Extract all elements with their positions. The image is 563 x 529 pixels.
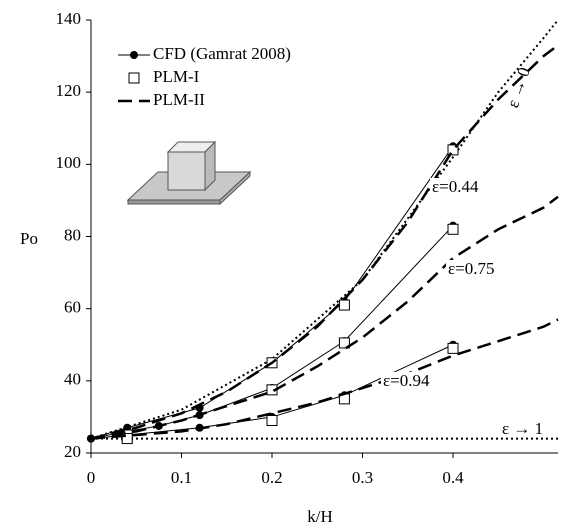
curve-label: ε → 1 xyxy=(502,419,543,438)
curve-label: ε → 0 xyxy=(503,65,534,110)
curve xyxy=(90,318,559,440)
curve-label: ε=0.94 xyxy=(383,371,430,390)
marker xyxy=(128,72,140,84)
marker xyxy=(338,299,350,311)
y-tick-label: 100 xyxy=(56,153,82,172)
curve xyxy=(90,44,559,440)
label-bg xyxy=(430,178,492,198)
marker xyxy=(447,144,459,156)
box-icon xyxy=(126,140,252,206)
y-tick-label: 40 xyxy=(64,370,81,389)
label-bg xyxy=(446,260,508,280)
marker xyxy=(266,415,278,427)
marker xyxy=(121,433,133,445)
legend-label: PLM-I xyxy=(153,67,200,86)
curve-label: ε=0.75 xyxy=(448,259,494,278)
y-tick-label: 120 xyxy=(56,81,82,100)
label-bg xyxy=(381,372,443,392)
curve-label: ε=0.44 xyxy=(432,177,479,196)
marker xyxy=(447,223,459,235)
marker xyxy=(130,51,138,59)
x-axis-label: k/H xyxy=(307,507,333,526)
marker xyxy=(447,342,459,354)
marker xyxy=(338,337,350,349)
x-tick-label: 0.2 xyxy=(261,468,282,487)
curve xyxy=(90,19,559,440)
curve xyxy=(90,225,454,440)
y-tick-label: 20 xyxy=(64,442,81,461)
x-tick-label: 0.3 xyxy=(352,468,373,487)
legend-label: PLM-II xyxy=(153,90,205,109)
x-tick-label: 0.4 xyxy=(442,468,464,487)
y-tick-label: 60 xyxy=(64,298,81,317)
y-tick-label: 80 xyxy=(64,225,81,244)
curve xyxy=(90,195,559,440)
x-tick-label: 0 xyxy=(87,468,96,487)
legend-label: CFD (Gamrat 2008) xyxy=(153,44,291,63)
y-axis-label: Po xyxy=(20,229,38,248)
y-tick-label: 140 xyxy=(56,9,82,28)
x-tick-label: 0.1 xyxy=(171,468,192,487)
